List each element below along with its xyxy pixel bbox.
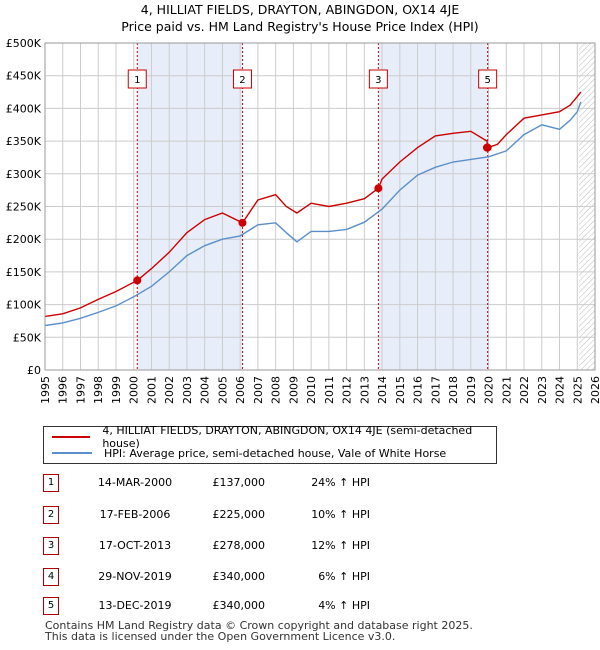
transaction-date: 29-NOV-2019 (98, 570, 172, 583)
legend-item-hpi: HPI: Average price, semi-detached house,… (52, 445, 446, 461)
transaction-number: 5 (43, 597, 59, 615)
x-tick-label: 1997 (74, 376, 87, 404)
sale-point (374, 184, 383, 193)
transaction-price: £225,000 (212, 508, 266, 521)
x-tick-label: 2012 (341, 376, 354, 404)
transaction-price: £278,000 (212, 539, 266, 552)
x-tick-label: 2026 (589, 376, 600, 404)
transaction-date: 17-FEB-2006 (99, 508, 171, 521)
x-tick-label: 2018 (447, 376, 460, 404)
x-tick-label: 2004 (199, 376, 212, 404)
sale-flag-box (478, 69, 498, 89)
hpi-line (44, 101, 582, 327)
y-tick-label: £0 (27, 364, 41, 377)
x-tick-label: 2007 (252, 376, 265, 404)
x-tick-label: 2017 (429, 376, 442, 404)
sale-flag-label: 1 (134, 75, 140, 86)
y-tick-label: £300K (6, 168, 42, 181)
x-tick-label: 2002 (163, 376, 176, 404)
chart-title: 4, HILLIAT FIELDS, DRAYTON, ABINGDON, OX… (140, 2, 460, 17)
transaction-number: 1 (43, 474, 59, 492)
price-chart: £0 £50K £100K £150K £200K £250K £300K £350K £400… (6, 37, 600, 404)
y-tick-label: £400K (6, 102, 42, 115)
legend-swatch-property (52, 436, 91, 438)
x-tick-label: 1995 (39, 376, 52, 404)
legend-label-property: 4, HILLIAT FIELDS, DRAYTON, ABINGDON, OX… (102, 424, 473, 450)
x-tick-label: 2015 (394, 376, 407, 404)
plot-frame (44, 42, 596, 371)
x-tick-label: 2021 (500, 376, 513, 404)
x-tick-label: 2001 (145, 376, 158, 404)
table-row: 4 29-NOV-2019 £340,000 6% ↑ HPI (0, 568, 600, 586)
table-row: 2 17-FEB-2006 £225,000 10% ↑ HPI (0, 506, 600, 524)
x-tick-label: 2000 (128, 376, 141, 404)
transaction-price: £340,000 (212, 570, 266, 583)
sale-flag-box (127, 69, 147, 89)
transaction-number: 3 (43, 537, 59, 555)
table-row: 1 14-MAR-2000 £137,000 24% ↑ HPI (0, 474, 600, 492)
y-tick-label: £350K (6, 135, 42, 148)
x-tick-label: 2011 (323, 376, 336, 404)
x-tick-label: 2013 (358, 376, 371, 404)
transaction-price: £340,000 (212, 599, 266, 612)
x-tick-label: 2008 (270, 376, 283, 404)
x-tick-label: 2020 (483, 376, 496, 404)
x-tick-label: 1998 (92, 376, 105, 404)
sale-point (238, 218, 247, 227)
table-row: 3 17-OCT-2013 £278,000 12% ↑ HPI (0, 537, 600, 555)
transaction-price: £137,000 (212, 476, 266, 489)
sale-point (133, 276, 142, 285)
legend-label-hpi: HPI: Average price, semi-detached house,… (104, 446, 447, 460)
sale-flag-label: 5 (484, 75, 490, 86)
y-tick-label: £100K (6, 299, 42, 312)
sale-flag-label: 3 (375, 75, 381, 86)
transaction-hpi: 24% ↑ HPI (311, 476, 370, 489)
transaction-hpi: 6% ↑ HPI (318, 570, 370, 583)
sale-flag-label: 2 (239, 75, 245, 86)
x-tick-label: 1999 (110, 376, 123, 404)
sale-flag-box (368, 69, 388, 89)
x-tick-label: 2010 (305, 376, 318, 404)
x-tick-label: 2006 (234, 376, 247, 404)
x-tick-label: 2003 (181, 376, 194, 404)
transaction-hpi: 4% ↑ HPI (318, 599, 370, 612)
y-tick-label: £250K (6, 201, 42, 214)
x-tick-label: 2005 (216, 376, 229, 404)
x-tick-label: 2014 (376, 376, 389, 404)
x-tick-label: 2025 (571, 376, 584, 404)
transaction-date: 14-MAR-2000 (97, 476, 173, 489)
y-tick-label: £450K (6, 70, 42, 83)
transaction-hpi: 12% ↑ HPI (311, 539, 370, 552)
x-tick-label: 2023 (536, 376, 549, 404)
transaction-number: 2 (43, 506, 59, 524)
x-tick-label: 1996 (57, 376, 70, 404)
y-tick-label: £150K (6, 266, 42, 279)
y-tick-label: £50K (13, 331, 42, 344)
sale-flag-box (232, 69, 252, 89)
y-tick-label: £200K (6, 233, 42, 246)
legend-item-property: 4, HILLIAT FIELDS, DRAYTON, ABINGDON, OX… (52, 424, 496, 450)
x-tick-label: 2024 (554, 376, 567, 404)
transaction-date: 13-DEC-2019 (98, 599, 172, 612)
y-tick-label: £500K (6, 37, 42, 50)
legend-swatch-hpi (52, 452, 92, 454)
x-tick-label: 2019 (465, 376, 478, 404)
table-row: 5 13-DEC-2019 £340,000 4% ↑ HPI (0, 597, 600, 615)
chart-legend: 4, HILLIAT FIELDS, DRAYTON, ABINGDON, OX… (43, 424, 497, 464)
x-tick-label: 2016 (412, 376, 425, 404)
sale-point (483, 143, 492, 152)
transaction-number: 4 (43, 568, 59, 586)
x-tick-label: 2022 (518, 376, 531, 404)
x-tick-label: 2009 (287, 376, 300, 404)
transaction-date: 17-OCT-2013 (98, 539, 172, 552)
transaction-hpi: 10% ↑ HPI (311, 508, 370, 521)
footer-copyright: Contains HM Land Registry data © Crown c… (45, 619, 473, 632)
footer-licence: This data is licensed under the Open Gov… (45, 630, 396, 643)
property-price-line (44, 91, 582, 318)
chart-subtitle: Price paid vs. HM Land Registry's House … (121, 19, 479, 34)
